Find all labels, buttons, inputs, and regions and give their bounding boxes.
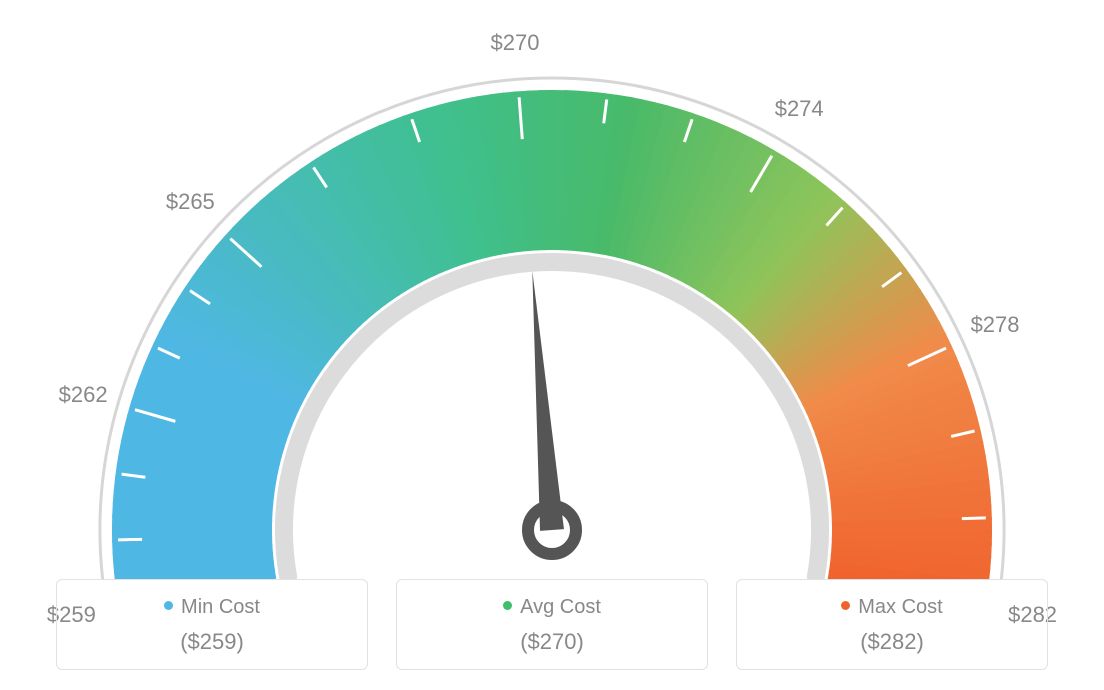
- legend-card-avg: Avg Cost ($270): [396, 579, 708, 670]
- legend-title-min: Min Cost: [57, 596, 367, 619]
- legend-label-max: Max Cost: [858, 596, 942, 618]
- gauge-tick-label: $262: [59, 382, 108, 408]
- gauge-chart: $259$262$265$270$274$278$282: [0, 0, 1104, 560]
- gauge-tick-label: $278: [971, 312, 1020, 338]
- legend-dot-max: [841, 601, 850, 610]
- legend-value-avg: ($270): [397, 629, 707, 655]
- legend-title-max: Max Cost: [737, 596, 1047, 619]
- legend-label-avg: Avg Cost: [520, 596, 601, 618]
- legend-card-min: Min Cost ($259): [56, 579, 368, 670]
- legend-dot-avg: [503, 601, 512, 610]
- legend-dot-min: [164, 601, 173, 610]
- gauge-tick-label: $265: [166, 189, 215, 215]
- gauge-tick-label: $270: [491, 30, 540, 56]
- gauge-tick-label: $274: [775, 96, 824, 122]
- gauge-svg: [0, 20, 1104, 580]
- legend-value-min: ($259): [57, 629, 367, 655]
- legend-card-max: Max Cost ($282): [736, 579, 1048, 670]
- legend-title-avg: Avg Cost: [397, 596, 707, 619]
- legend-row: Min Cost ($259) Avg Cost ($270) Max Cost…: [0, 579, 1104, 670]
- legend-label-min: Min Cost: [181, 596, 260, 618]
- legend-value-max: ($282): [737, 629, 1047, 655]
